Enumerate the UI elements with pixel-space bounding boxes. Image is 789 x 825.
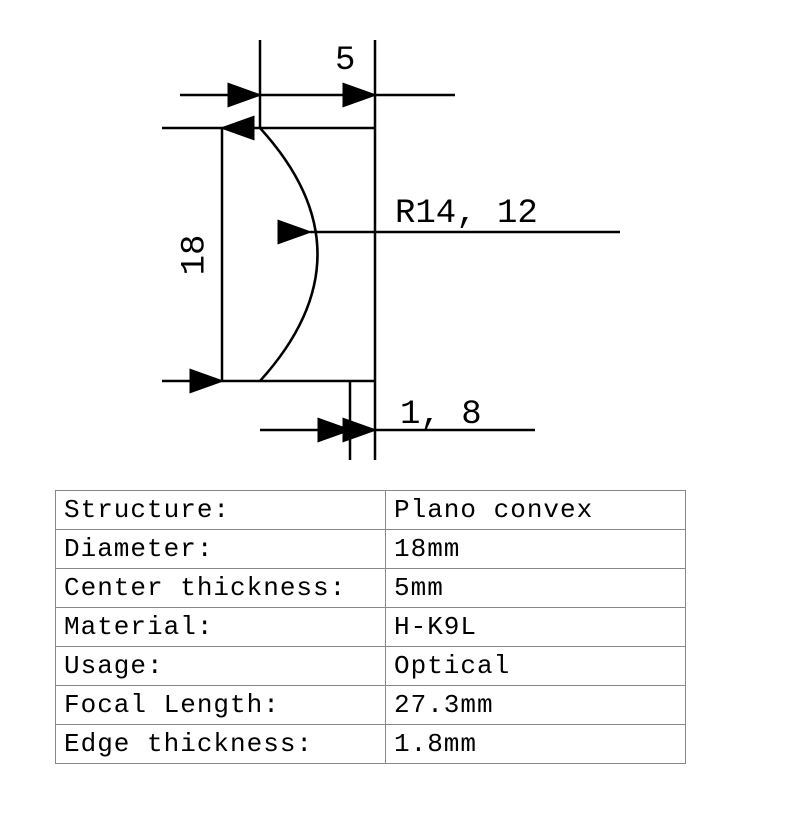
- spec-value: H-K9L: [386, 608, 686, 647]
- spec-label: Structure:: [56, 491, 386, 530]
- dim-edge-thickness-label: 1, 8: [400, 396, 482, 434]
- lens-svg: [0, 0, 789, 480]
- spec-label: Diameter:: [56, 530, 386, 569]
- spec-label: Edge thickness:: [56, 725, 386, 764]
- lens-drawing: 5 18 R14, 12 1, 8: [0, 0, 789, 480]
- table-row: Structure:Plano convex: [56, 491, 686, 530]
- spec-value: 1.8mm: [386, 725, 686, 764]
- spec-label: Focal Length:: [56, 686, 386, 725]
- spec-label: Usage:: [56, 647, 386, 686]
- spec-label: Material:: [56, 608, 386, 647]
- dim-diameter-label: 18: [176, 235, 214, 276]
- spec-value: Plano convex: [386, 491, 686, 530]
- table-row: Center thickness:5mm: [56, 569, 686, 608]
- dim-radius-label: R14, 12: [395, 195, 538, 233]
- spec-table: Structure:Plano convexDiameter:18mmCente…: [55, 490, 686, 764]
- table-row: Diameter:18mm: [56, 530, 686, 569]
- dim-center-thickness-label: 5: [335, 42, 355, 80]
- table-row: Usage:Optical: [56, 647, 686, 686]
- spec-value: 18mm: [386, 530, 686, 569]
- table-row: Edge thickness:1.8mm: [56, 725, 686, 764]
- spec-value: Optical: [386, 647, 686, 686]
- table-row: Focal Length:27.3mm: [56, 686, 686, 725]
- spec-label: Center thickness:: [56, 569, 386, 608]
- table-row: Material:H-K9L: [56, 608, 686, 647]
- spec-value: 27.3mm: [386, 686, 686, 725]
- spec-value: 5mm: [386, 569, 686, 608]
